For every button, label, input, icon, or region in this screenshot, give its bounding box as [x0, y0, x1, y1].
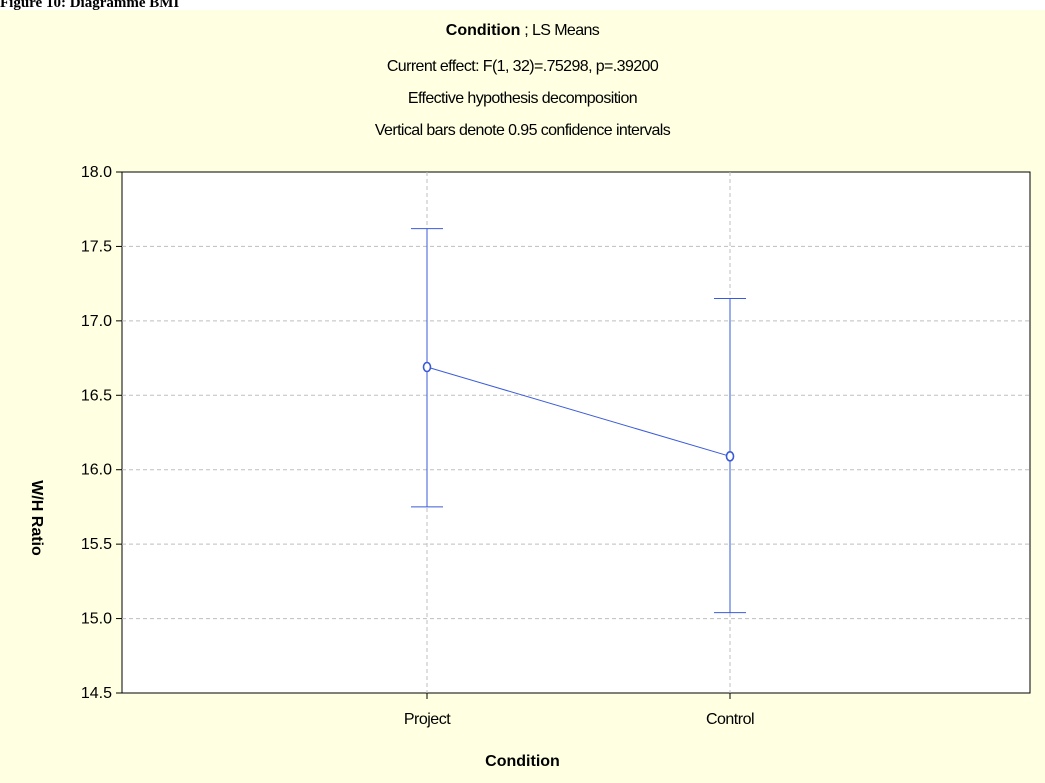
data-point — [422, 361, 432, 373]
chart-title-suffix: ; LS Means — [524, 22, 600, 39]
y-tick-label: 15.0 — [81, 611, 112, 628]
data-point — [725, 451, 735, 462]
chart-title: Condition — [445, 22, 521, 39]
figure-caption: Figure 10: Diagramme BMI — [0, 0, 180, 11]
x-tick-label: Control — [706, 711, 754, 728]
chart-title-line: Condition ; LS Means — [0, 22, 1045, 40]
series-ls-means — [411, 228, 746, 614]
x-axis-title: Condition — [485, 753, 560, 770]
chart-subtitle-2: Effective hypothesis decomposition — [407, 90, 638, 107]
y-axis-ticks: 14.5 15.0 15.5 16.0 16.5 17.0 17.5 18.0 — [81, 164, 122, 702]
y-tick-label: 18.0 — [81, 164, 112, 181]
y-tick-label: 17.0 — [81, 313, 112, 330]
y-tick-label: 16.5 — [81, 387, 112, 404]
plot-area — [121, 171, 1031, 694]
x-axis-ticks: Project Control — [404, 693, 755, 728]
series-line — [426, 366, 731, 457]
y-axis-title: W/H Ratio — [28, 480, 45, 556]
chart-subtitle-3: Vertical bars denote 0.95 confidence int… — [374, 122, 671, 139]
y-tick-label: 14.5 — [81, 685, 112, 702]
chart-subtitle-1: Current effect: F(1, 32)=.75298, p=.3920… — [386, 58, 659, 75]
y-tick-label: 17.5 — [81, 238, 112, 255]
y-tick-label: 15.5 — [81, 536, 112, 553]
y-tick-label: 16.0 — [81, 462, 112, 479]
x-tick-label: Project — [404, 711, 451, 728]
